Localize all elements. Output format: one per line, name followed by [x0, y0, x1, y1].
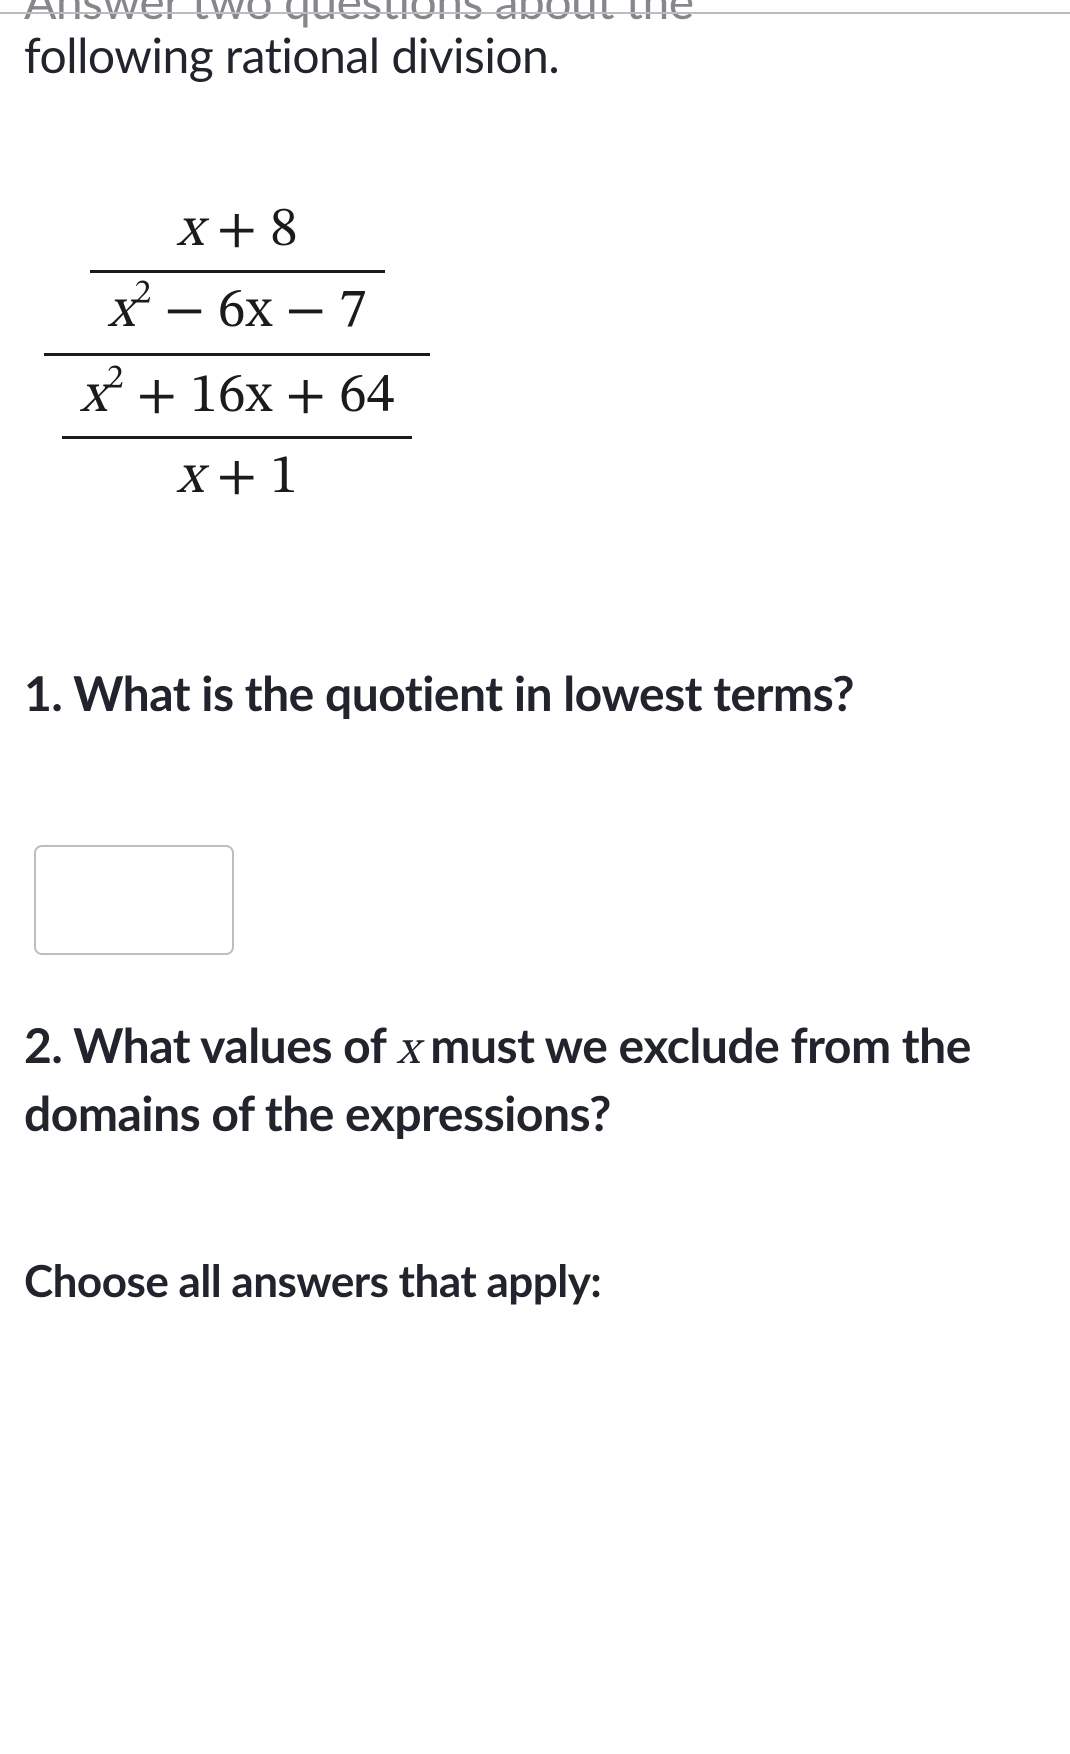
- term: + 16x + 64: [123, 369, 394, 425]
- variable-x: x: [397, 1027, 420, 1075]
- rational-division-expression: x + 8 x2 − 6x − 7 x2 + 16x + 64 x + 1: [34, 196, 440, 513]
- lower-inner-fraction: x2 + 16x + 64 x + 1: [62, 362, 412, 513]
- exp: 2: [135, 276, 152, 310]
- question-2: 2. What values of x must we exclude from…: [24, 1015, 1046, 1145]
- q2-prefix: 2. What values of: [24, 1017, 397, 1074]
- intro-line: following rational division.: [24, 26, 1046, 86]
- answer-slot: [34, 845, 1046, 955]
- quotient-input[interactable]: [34, 845, 234, 955]
- lower-numerator: x2 + 16x + 64: [62, 362, 412, 436]
- outer-numerator: x + 8 x2 − 6x − 7: [44, 196, 430, 353]
- question-1: 1. What is the quotient in lowest terms?: [24, 663, 1046, 725]
- lower-denominator: x + 1: [62, 436, 412, 513]
- upper-denominator: x2 − 6x − 7: [90, 270, 385, 347]
- outer-fraction: x + 8 x2 − 6x − 7 x2 + 16x + 64 x + 1: [34, 196, 440, 513]
- upper-inner-fraction: x + 8 x2 − 6x − 7: [90, 196, 385, 347]
- exp: 2: [107, 361, 124, 395]
- term: − 6x − 7: [151, 284, 367, 340]
- upper-numerator: x + 8: [90, 196, 385, 270]
- top-divider: [0, 12, 1070, 14]
- exercise-page: Answer two questions about the following…: [0, 0, 1070, 1347]
- outer-denominator: x2 + 16x + 64 x + 1: [44, 353, 430, 513]
- choose-all-label: Choose all answers that apply:: [24, 1255, 1046, 1307]
